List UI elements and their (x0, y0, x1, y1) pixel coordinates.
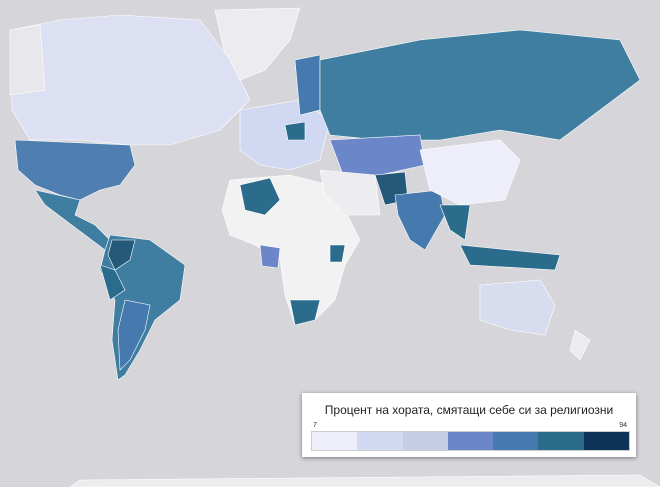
peru (99, 264, 126, 301)
australia (479, 279, 556, 336)
alaska (9, 24, 46, 96)
legend-swatch (447, 432, 494, 450)
legend-swatch (357, 432, 403, 450)
antarctica (69, 474, 660, 487)
legend: Процент на хората, смятащи себе си за ре… (302, 393, 636, 457)
legend-swatch (493, 432, 539, 450)
india (394, 189, 446, 251)
middle-east (319, 169, 381, 216)
canada (9, 14, 251, 146)
legend-swatch (312, 432, 358, 450)
kenya (329, 244, 346, 263)
poland (284, 121, 306, 141)
argentina (117, 299, 151, 371)
legend-scale (311, 431, 630, 451)
indochina (439, 204, 471, 241)
usa (14, 139, 136, 201)
legend-swatch (402, 432, 448, 450)
legend-min: 7 (313, 422, 317, 429)
nigeria (259, 244, 281, 269)
indonesia (459, 244, 561, 271)
legend-title: Процент на хората, смятащи себе си за ре… (324, 403, 614, 417)
china (419, 139, 521, 206)
algeria (239, 177, 281, 216)
south-africa (289, 299, 321, 326)
colombia (107, 239, 136, 271)
russia (319, 29, 641, 141)
legend-swatch (538, 432, 584, 450)
legend-swatch (583, 432, 629, 450)
legend-max: 94 (619, 422, 627, 429)
new-zealand (569, 329, 591, 361)
